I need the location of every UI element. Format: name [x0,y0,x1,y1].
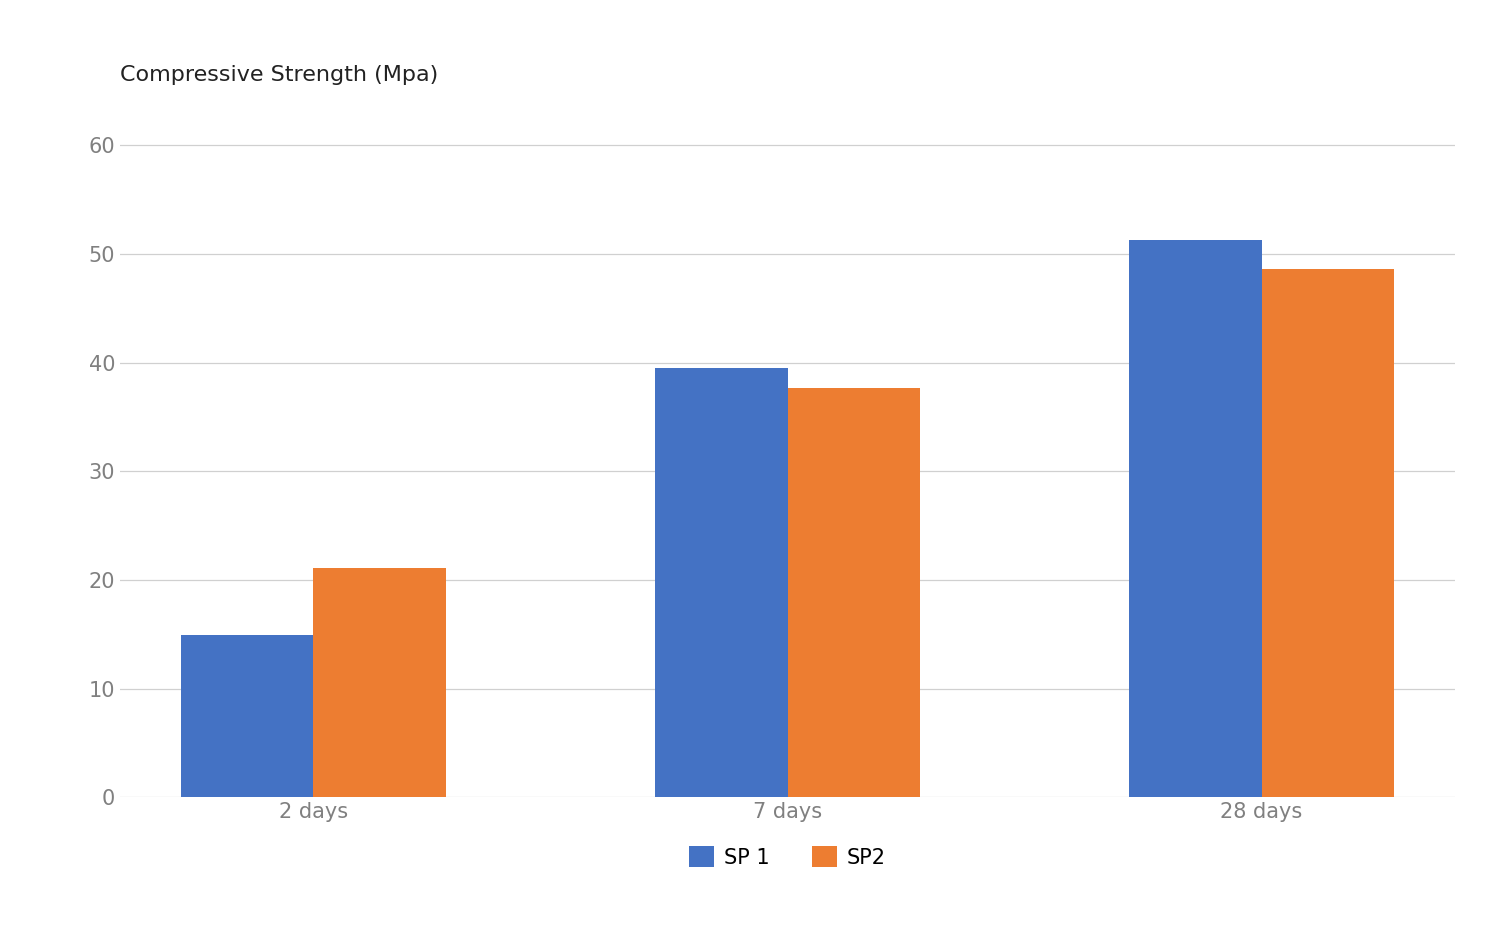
Bar [1130,240,1262,797]
Legend: SP 1, SP2: SP 1, SP2 [681,838,894,876]
Bar [314,568,446,797]
Bar [1262,269,1395,797]
Bar [788,387,920,797]
Bar [180,635,314,797]
Text: Compressive Strength (Mpa): Compressive Strength (Mpa) [120,65,438,85]
Bar [656,368,788,797]
